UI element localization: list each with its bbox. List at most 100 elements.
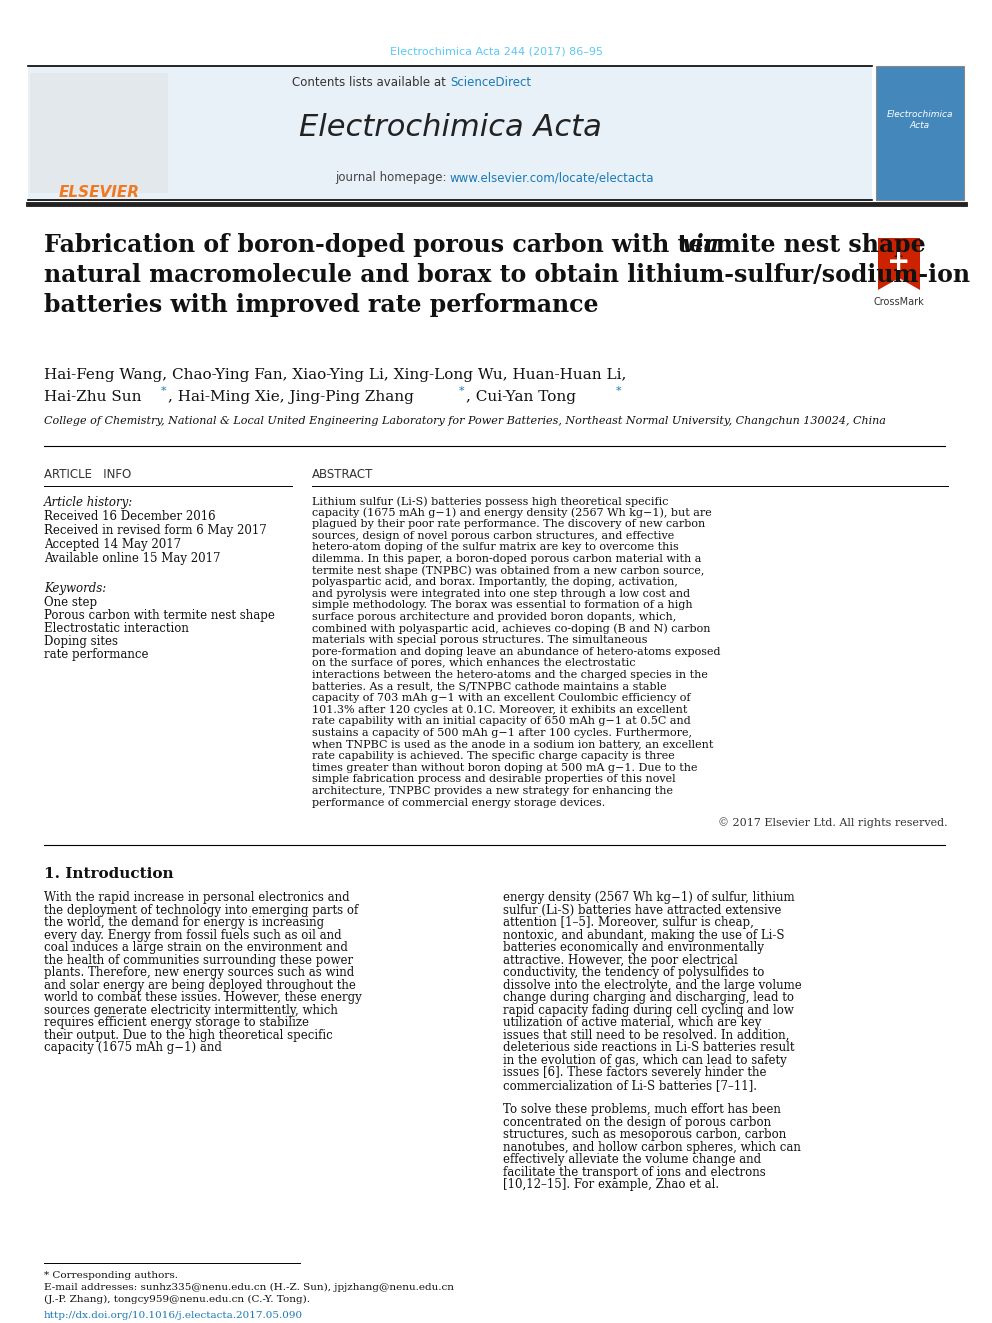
Text: when TNPBC is used as the anode in a sodium ion battery, an excellent: when TNPBC is used as the anode in a sod… — [312, 740, 713, 750]
Text: Keywords:: Keywords: — [44, 582, 106, 595]
Text: materials with special porous structures. The simultaneous: materials with special porous structures… — [312, 635, 648, 646]
Bar — [30, 73, 168, 193]
Text: * Corresponding authors.: * Corresponding authors. — [44, 1271, 178, 1279]
Text: College of Chemistry, National & Local United Engineering Laboratory for Power B: College of Chemistry, National & Local U… — [44, 415, 886, 426]
Text: on the surface of pores, which enhances the electrostatic: on the surface of pores, which enhances … — [312, 659, 636, 668]
Text: Article history:: Article history: — [44, 496, 133, 509]
Text: ELSEVIER: ELSEVIER — [59, 185, 140, 200]
Text: capacity of 703 mAh g−1 with an excellent Coulombic efficiency of: capacity of 703 mAh g−1 with an excellen… — [312, 693, 690, 704]
Text: world to combat these issues. However, these energy: world to combat these issues. However, t… — [44, 991, 362, 1004]
Text: rate capability with an initial capacity of 650 mAh g−1 at 0.5C and: rate capability with an initial capacity… — [312, 716, 690, 726]
Text: Electrochimica
Acta: Electrochimica Acta — [887, 110, 953, 130]
Bar — [876, 66, 964, 200]
Text: dilemma. In this paper, a boron-doped porous carbon material with a: dilemma. In this paper, a boron-doped po… — [312, 554, 701, 564]
Text: Received 16 December 2016: Received 16 December 2016 — [44, 509, 215, 523]
Text: combined with polyaspartic acid, achieves co-doping (B and N) carbon: combined with polyaspartic acid, achieve… — [312, 623, 710, 634]
Text: rate performance: rate performance — [44, 648, 149, 662]
Text: Fabrication of boron-doped porous carbon with termite nest shape: Fabrication of boron-doped porous carbon… — [44, 233, 933, 257]
Text: via: via — [682, 233, 720, 257]
Text: Doping sites: Doping sites — [44, 635, 118, 648]
Text: in the evolution of gas, which can lead to safety: in the evolution of gas, which can lead … — [503, 1053, 787, 1066]
Text: Accepted 14 May 2017: Accepted 14 May 2017 — [44, 538, 182, 550]
Text: attractive. However, the poor electrical: attractive. However, the poor electrical — [503, 954, 738, 967]
Text: issues [6]. These factors severely hinder the: issues [6]. These factors severely hinde… — [503, 1066, 767, 1080]
Text: 1. Introduction: 1. Introduction — [44, 867, 174, 881]
Text: sources generate electricity intermittently, which: sources generate electricity intermitten… — [44, 1004, 338, 1016]
Text: interactions between the hetero-atoms and the charged species in the: interactions between the hetero-atoms an… — [312, 669, 708, 680]
Text: ScienceDirect: ScienceDirect — [450, 77, 531, 90]
Text: E-mail addresses: sunhz335@nenu.edu.cn (H.-Z. Sun), jpjzhang@nenu.edu.cn: E-mail addresses: sunhz335@nenu.edu.cn (… — [44, 1283, 454, 1293]
Text: (J.-P. Zhang), tongcy959@nenu.edu.cn (C.-Y. Tong).: (J.-P. Zhang), tongcy959@nenu.edu.cn (C.… — [44, 1295, 310, 1304]
Text: change during charging and discharging, lead to: change during charging and discharging, … — [503, 991, 794, 1004]
Text: utilization of active material, which are key: utilization of active material, which ar… — [503, 1016, 762, 1029]
Text: batteries. As a result, the S/TNPBC cathode maintains a stable: batteries. As a result, the S/TNPBC cath… — [312, 681, 667, 692]
Text: ABSTRACT: ABSTRACT — [312, 468, 373, 482]
Text: architecture, TNPBC provides a new strategy for enhancing the: architecture, TNPBC provides a new strat… — [312, 786, 673, 796]
Text: *: * — [161, 386, 167, 396]
Text: simple fabrication process and desirable properties of this novel: simple fabrication process and desirable… — [312, 774, 676, 785]
Text: Hai-Feng Wang, Chao-Ying Fan, Xiao-Ying Li, Xing-Long Wu, Huan-Huan Li,: Hai-Feng Wang, Chao-Ying Fan, Xiao-Ying … — [44, 368, 626, 382]
Text: the deployment of technology into emerging parts of: the deployment of technology into emergi… — [44, 904, 358, 917]
Text: Hai-Zhu Sun: Hai-Zhu Sun — [44, 390, 142, 404]
Text: With the rapid increase in personal electronics and: With the rapid increase in personal elec… — [44, 892, 349, 904]
Text: *: * — [616, 386, 622, 396]
Text: issues that still need to be resolved. In addition,: issues that still need to be resolved. I… — [503, 1029, 790, 1041]
Text: effectively alleviate the volume change and: effectively alleviate the volume change … — [503, 1154, 761, 1166]
Text: termite nest shape (TNPBC) was obtained from a new carbon source,: termite nest shape (TNPBC) was obtained … — [312, 566, 704, 576]
Text: © 2017 Elsevier Ltd. All rights reserved.: © 2017 Elsevier Ltd. All rights reserved… — [718, 818, 948, 828]
Text: sustains a capacity of 500 mAh g−1 after 100 cycles. Furthermore,: sustains a capacity of 500 mAh g−1 after… — [312, 728, 692, 738]
Text: structures, such as mesoporous carbon, carbon: structures, such as mesoporous carbon, c… — [503, 1129, 787, 1142]
Text: Lithium sulfur (Li-S) batteries possess high theoretical specific: Lithium sulfur (Li-S) batteries possess … — [312, 496, 669, 507]
Text: rate capability is achieved. The specific charge capacity is three: rate capability is achieved. The specifi… — [312, 751, 675, 761]
Text: capacity (1675 mAh g−1) and: capacity (1675 mAh g−1) and — [44, 1041, 222, 1054]
Text: Contents lists available at: Contents lists available at — [293, 77, 450, 90]
Text: energy density (2567 Wh kg−1) of sulfur, lithium: energy density (2567 Wh kg−1) of sulfur,… — [503, 892, 795, 904]
Text: and solar energy are being deployed throughout the: and solar energy are being deployed thro… — [44, 979, 356, 992]
Text: requires efficient energy storage to stabilize: requires efficient energy storage to sta… — [44, 1016, 309, 1029]
Text: simple methodology. The borax was essential to formation of a high: simple methodology. The borax was essent… — [312, 601, 692, 610]
Text: Received in revised form 6 May 2017: Received in revised form 6 May 2017 — [44, 524, 267, 537]
Text: 101.3% after 120 cycles at 0.1C. Moreover, it exhibits an excellent: 101.3% after 120 cycles at 0.1C. Moreove… — [312, 705, 687, 714]
Text: Available online 15 May 2017: Available online 15 May 2017 — [44, 552, 220, 565]
Text: performance of commercial energy storage devices.: performance of commercial energy storage… — [312, 798, 605, 807]
Text: Porous carbon with termite nest shape: Porous carbon with termite nest shape — [44, 609, 275, 622]
Text: Electrochimica Acta 244 (2017) 86–95: Electrochimica Acta 244 (2017) 86–95 — [390, 48, 602, 57]
Text: ARTICLE   INFO: ARTICLE INFO — [44, 468, 131, 482]
Text: times greater than without boron doping at 500 mA g−1. Due to the: times greater than without boron doping … — [312, 763, 697, 773]
Text: sources, design of novel porous carbon structures, and effective: sources, design of novel porous carbon s… — [312, 531, 675, 541]
Text: polyaspartic acid, and borax. Importantly, the doping, activation,: polyaspartic acid, and borax. Importantl… — [312, 577, 678, 587]
Text: their output. Due to the high theoretical specific: their output. Due to the high theoretica… — [44, 1029, 332, 1041]
Text: rapid capacity fading during cell cycling and low: rapid capacity fading during cell cyclin… — [503, 1004, 794, 1016]
Text: natural macromolecule and borax to obtain lithium-sulfur/sodium-ion: natural macromolecule and borax to obtai… — [44, 263, 970, 287]
Text: attention [1–5]. Moreover, sulfur is cheap,: attention [1–5]. Moreover, sulfur is che… — [503, 917, 754, 929]
Text: nanotubes, and hollow carbon spheres, which can: nanotubes, and hollow carbon spheres, wh… — [503, 1140, 801, 1154]
Text: plants. Therefore, new energy sources such as wind: plants. Therefore, new energy sources su… — [44, 966, 354, 979]
Text: deleterious side reactions in Li-S batteries result: deleterious side reactions in Li-S batte… — [503, 1041, 795, 1054]
Text: , Cui-Yan Tong: , Cui-Yan Tong — [466, 390, 576, 404]
Text: sulfur (Li-S) batteries have attracted extensive: sulfur (Li-S) batteries have attracted e… — [503, 904, 782, 917]
Text: Electrochimica Acta: Electrochimica Acta — [299, 112, 601, 142]
Text: plagued by their poor rate performance. The discovery of new carbon: plagued by their poor rate performance. … — [312, 519, 705, 529]
Text: batteries with improved rate performance: batteries with improved rate performance — [44, 292, 598, 318]
Text: commercialization of Li-S batteries [7–11].: commercialization of Li-S batteries [7–1… — [503, 1078, 757, 1091]
Text: [10,12–15]. For example, Zhao et al.: [10,12–15]. For example, Zhao et al. — [503, 1179, 719, 1191]
Text: capacity (1675 mAh g−1) and energy density (2567 Wh kg−1), but are: capacity (1675 mAh g−1) and energy densi… — [312, 508, 711, 519]
Text: dissolve into the electrolyte, and the large volume: dissolve into the electrolyte, and the l… — [503, 979, 802, 992]
Text: www.elsevier.com/locate/electacta: www.elsevier.com/locate/electacta — [450, 172, 655, 184]
Text: nontoxic, and abundant, making the use of Li-S: nontoxic, and abundant, making the use o… — [503, 929, 785, 942]
Text: the world, the demand for energy is increasing: the world, the demand for energy is incr… — [44, 917, 324, 929]
Text: To solve these problems, much effort has been: To solve these problems, much effort has… — [503, 1103, 781, 1117]
Text: batteries economically and environmentally: batteries economically and environmental… — [503, 941, 764, 954]
Text: CrossMark: CrossMark — [874, 296, 925, 307]
Text: surface porous architecture and provided boron dopants, which,: surface porous architecture and provided… — [312, 613, 677, 622]
Text: facilitate the transport of ions and electrons: facilitate the transport of ions and ele… — [503, 1166, 766, 1179]
Text: , Hai-Ming Xie, Jing-Ping Zhang: , Hai-Ming Xie, Jing-Ping Zhang — [168, 390, 414, 404]
Text: http://dx.doi.org/10.1016/j.electacta.2017.05.090: http://dx.doi.org/10.1016/j.electacta.20… — [44, 1311, 304, 1320]
Text: hetero-atom doping of the sulfur matrix are key to overcome this: hetero-atom doping of the sulfur matrix … — [312, 542, 679, 553]
Text: concentrated on the design of porous carbon: concentrated on the design of porous car… — [503, 1115, 771, 1129]
Text: *: * — [459, 386, 464, 396]
Text: pore-formation and doping leave an abundance of hetero-atoms exposed: pore-formation and doping leave an abund… — [312, 647, 720, 656]
Text: and pyrolysis were integrated into one step through a low cost and: and pyrolysis were integrated into one s… — [312, 589, 690, 599]
Text: coal induces a large strain on the environment and: coal induces a large strain on the envir… — [44, 941, 348, 954]
Polygon shape — [878, 238, 920, 290]
